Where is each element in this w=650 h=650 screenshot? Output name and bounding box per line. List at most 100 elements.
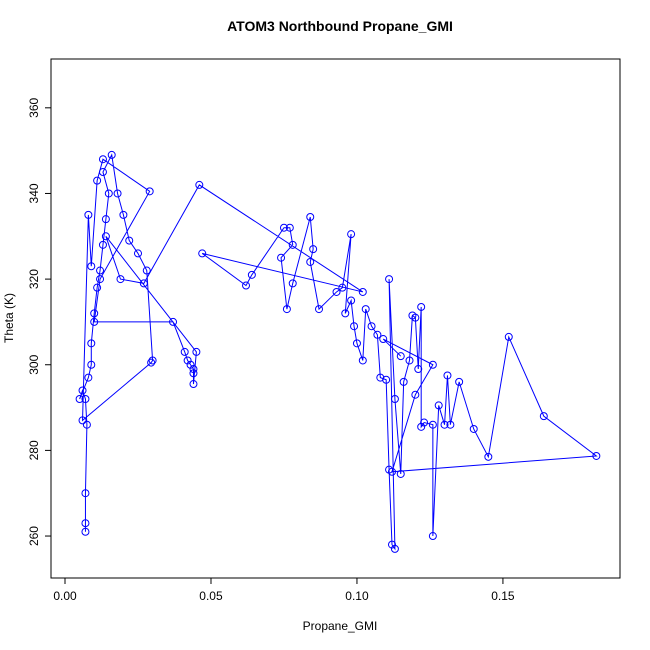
data-point — [443, 371, 452, 380]
data-point — [396, 352, 405, 361]
data-point — [96, 266, 105, 275]
data-point — [148, 356, 157, 365]
data-point — [396, 469, 405, 478]
data-point — [387, 467, 396, 476]
data-point — [189, 369, 198, 378]
y-tick-label: 300 — [27, 354, 41, 374]
data-point — [469, 424, 478, 433]
data-point — [373, 330, 382, 339]
data-point — [376, 373, 385, 382]
data-point — [350, 322, 359, 331]
data-point — [125, 236, 134, 245]
data-point — [288, 240, 297, 249]
data-point — [279, 223, 288, 232]
data-point — [81, 489, 90, 498]
x-tick-label: 0.00 — [53, 589, 77, 603]
data-point — [81, 527, 90, 536]
data-point — [98, 168, 107, 177]
data-point — [169, 317, 178, 326]
data-point — [361, 305, 370, 314]
data-point — [282, 305, 291, 314]
data-point — [405, 356, 414, 365]
data-point — [455, 377, 464, 386]
data-point — [306, 213, 315, 222]
data-point — [446, 420, 455, 429]
x-axis-label: Propane_GMI — [303, 619, 378, 633]
data-point — [98, 240, 107, 249]
data-point — [81, 395, 90, 404]
data-point — [104, 189, 113, 198]
y-tick-label: 360 — [27, 97, 41, 117]
data-point — [186, 360, 195, 369]
data-point — [96, 275, 105, 284]
data-point — [198, 249, 207, 258]
data-point — [352, 339, 361, 348]
data-point — [347, 230, 356, 239]
data-point — [414, 365, 423, 374]
data-point — [420, 418, 429, 427]
data-point — [484, 452, 493, 461]
data-point — [93, 176, 102, 185]
plot-frame — [50, 58, 621, 579]
data-point — [385, 275, 394, 284]
x-tick-label: 0.05 — [199, 589, 223, 603]
data-point — [411, 390, 420, 399]
data-point — [87, 262, 96, 271]
data-point — [285, 223, 294, 232]
data-point — [84, 373, 93, 382]
data-point — [242, 281, 251, 290]
data-point — [434, 401, 443, 410]
data-point — [113, 189, 122, 198]
y-tick-label: 340 — [27, 183, 41, 203]
data-point — [101, 232, 110, 241]
data-point — [90, 317, 99, 326]
data-point — [332, 287, 341, 296]
data-point — [192, 347, 201, 356]
data-point — [98, 155, 107, 164]
data-point — [382, 375, 391, 384]
data-point — [78, 416, 87, 425]
data-point — [504, 332, 513, 341]
data-point — [390, 395, 399, 404]
data-point — [399, 377, 408, 386]
data-point — [309, 245, 318, 254]
data-point — [142, 266, 151, 275]
data-point — [387, 540, 396, 549]
y-axis-label: Theta (K) — [2, 293, 16, 343]
y-tick-label: 260 — [27, 526, 41, 546]
data-point — [90, 309, 99, 318]
data-point — [288, 279, 297, 288]
y-tick-label: 280 — [27, 440, 41, 460]
data-point — [367, 322, 376, 331]
chart-title: ATOM3 Northbound Propane_GMI — [227, 18, 453, 34]
data-point — [87, 360, 96, 369]
data-point — [592, 451, 601, 460]
data-point — [189, 380, 198, 389]
data-point — [133, 249, 142, 258]
data-point — [81, 519, 90, 528]
data-point — [145, 187, 154, 196]
y-tick-label: 320 — [27, 269, 41, 289]
data-point — [338, 283, 347, 292]
data-point — [347, 296, 356, 305]
data-point — [195, 180, 204, 189]
data-point — [428, 360, 437, 369]
data-point — [315, 305, 324, 314]
data-point — [539, 412, 548, 421]
data-point — [341, 309, 350, 318]
data-point — [101, 215, 110, 224]
data-point — [417, 302, 426, 311]
series-line — [79, 153, 598, 551]
data-point — [189, 365, 198, 374]
data-point — [411, 313, 420, 322]
x-tick-label: 0.10 — [345, 589, 369, 603]
data-point — [180, 347, 189, 356]
data-point — [84, 210, 93, 219]
data-point — [82, 420, 91, 429]
data-point — [107, 150, 116, 159]
data-point — [247, 270, 256, 279]
data-point — [379, 335, 388, 344]
data-point — [440, 420, 449, 429]
data-point — [87, 339, 96, 348]
